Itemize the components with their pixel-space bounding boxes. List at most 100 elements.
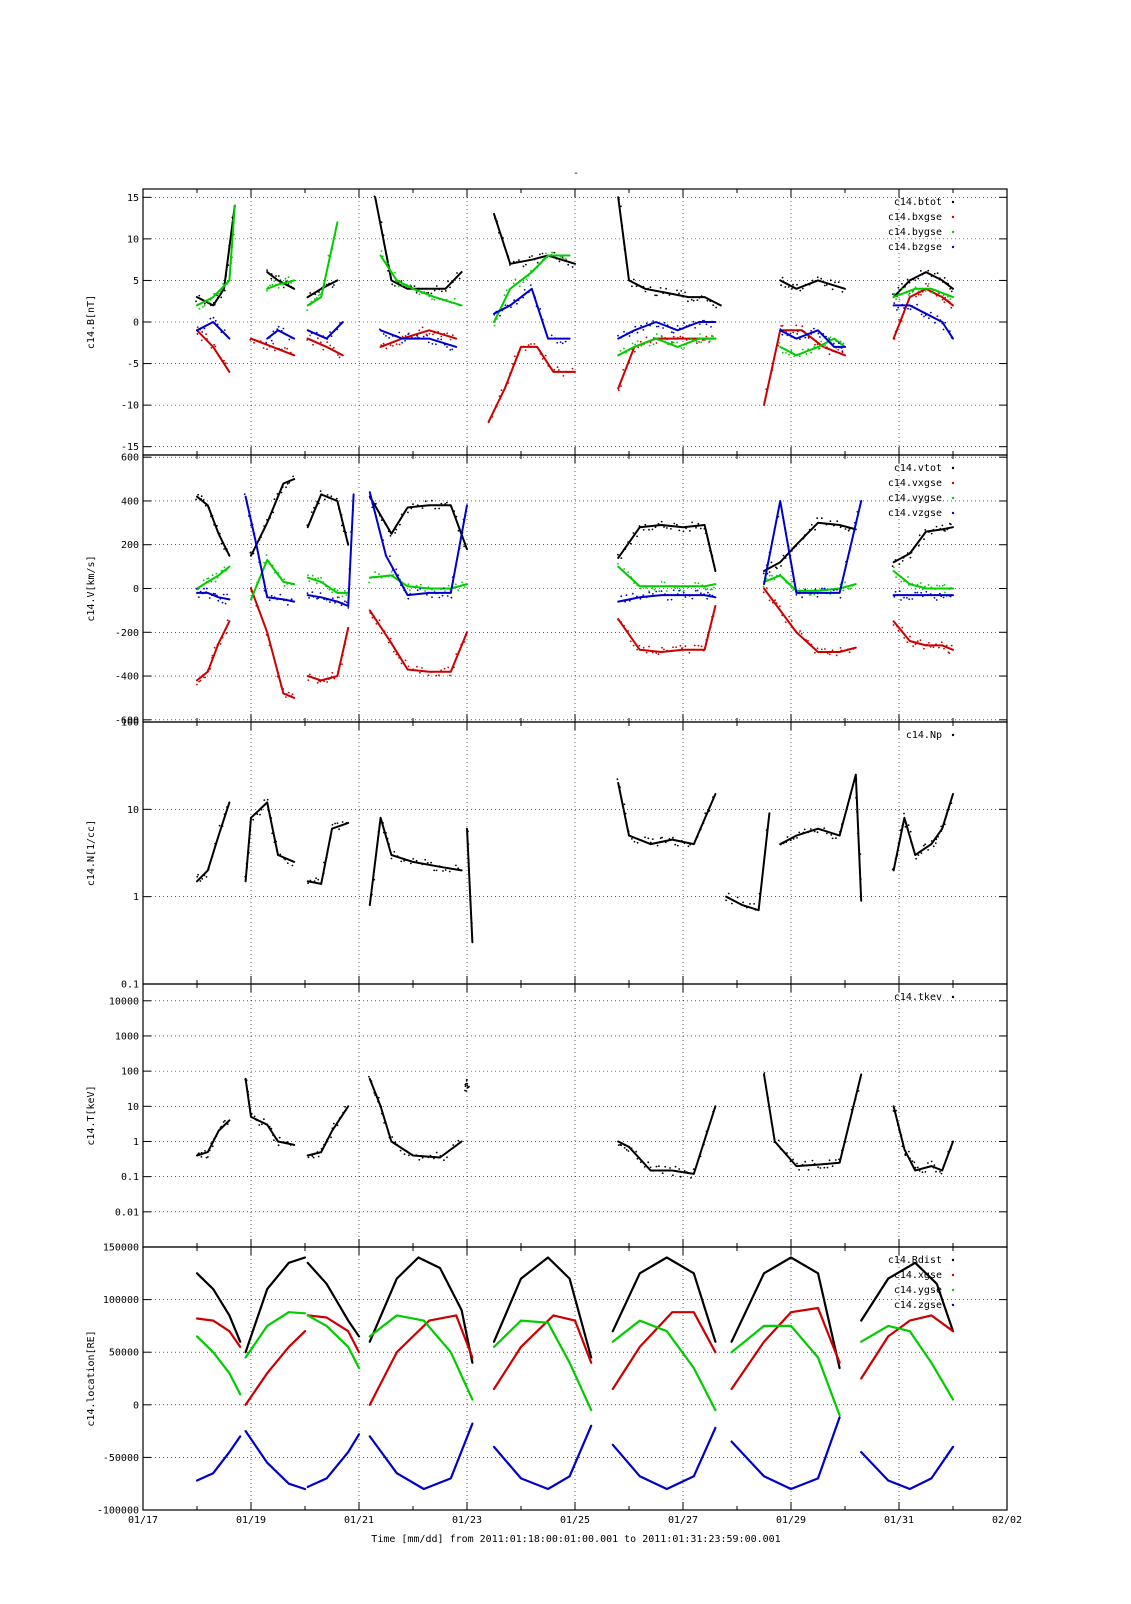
- data-point: [914, 591, 917, 594]
- data-point: [813, 327, 815, 330]
- data-point: [693, 842, 696, 844]
- data-point: [376, 843, 379, 845]
- data-point: [913, 1161, 916, 1164]
- data-point: [215, 572, 218, 575]
- data-point: [912, 278, 915, 281]
- data-point: [431, 596, 433, 599]
- data-point: [778, 605, 781, 608]
- data-point: [285, 598, 288, 601]
- data-point: [917, 293, 920, 296]
- data-point: [312, 676, 314, 679]
- data-point: [617, 334, 619, 337]
- data-point: [408, 1154, 410, 1157]
- data-point: [379, 514, 381, 517]
- data-point: [341, 821, 344, 823]
- data-point: [227, 264, 230, 266]
- data-point: [446, 346, 448, 348]
- data-point: [202, 579, 205, 582]
- data-point: [643, 1166, 646, 1168]
- data-point: [331, 348, 334, 350]
- series-line: [617, 524, 717, 572]
- data-point: [621, 225, 624, 227]
- data-point: [780, 325, 782, 327]
- data-point: [844, 813, 847, 816]
- y-tick-label: 200: [121, 540, 139, 551]
- data-point: [248, 830, 251, 833]
- data-point: [712, 335, 714, 338]
- data-point: [544, 354, 547, 357]
- series-line: [379, 329, 458, 348]
- series-line: [860, 1261, 955, 1333]
- data-point: [917, 277, 920, 280]
- data-point: [939, 527, 942, 530]
- data-point: [248, 851, 250, 854]
- data-point: [257, 556, 260, 559]
- data-point: [905, 290, 908, 293]
- data-point: [771, 601, 774, 604]
- data-point: [217, 834, 220, 837]
- data-point: [814, 528, 816, 531]
- data-point: [428, 295, 431, 298]
- data-point: [736, 896, 739, 899]
- data-point: [821, 587, 823, 590]
- data-point: [825, 523, 828, 526]
- data-point: [451, 302, 453, 304]
- data-point: [260, 1123, 263, 1126]
- data-point: [682, 591, 685, 594]
- data-point: [216, 837, 219, 840]
- data-point: [660, 590, 663, 592]
- data-point: [623, 248, 626, 251]
- data-point: [685, 1171, 688, 1173]
- data-point: [284, 333, 287, 336]
- data-point: [436, 297, 439, 300]
- data-point: [647, 1161, 650, 1164]
- data-point: [446, 1156, 448, 1159]
- data-point: [224, 333, 227, 336]
- data-point: [270, 277, 273, 280]
- data-point: [263, 561, 265, 564]
- data-point: [798, 1169, 800, 1171]
- data-point: [437, 338, 439, 340]
- series-line: [306, 1261, 361, 1338]
- data-point: [512, 260, 515, 263]
- data-point: [529, 284, 532, 286]
- data-point: [704, 588, 707, 591]
- data-point: [950, 644, 953, 647]
- data-point: [307, 1156, 310, 1159]
- data-point: [418, 1158, 421, 1161]
- data-point: [398, 657, 400, 659]
- data-point: [218, 532, 221, 535]
- data-point: [934, 842, 937, 844]
- data-point: [924, 529, 927, 531]
- data-point: [270, 594, 273, 597]
- data-point: [911, 1160, 914, 1163]
- data-point: [705, 337, 708, 340]
- data-point: [452, 587, 455, 590]
- data-point: [287, 282, 290, 285]
- data-point: [384, 554, 387, 557]
- data-point: [895, 576, 897, 578]
- data-point: [788, 353, 790, 356]
- data-point: [659, 287, 662, 289]
- data-point: [542, 258, 544, 261]
- data-point: [318, 291, 320, 293]
- data-point: [370, 1080, 373, 1082]
- data-point: [903, 812, 905, 815]
- data-point: [421, 326, 424, 329]
- data-point: [765, 564, 768, 567]
- data-point: [943, 277, 946, 279]
- data-point: [252, 552, 255, 555]
- data-point: [894, 590, 897, 593]
- data-point: [918, 534, 921, 537]
- y-axis-title: c14.T[keV]: [86, 1085, 97, 1145]
- data-point: [707, 1128, 710, 1131]
- data-point: [310, 300, 313, 303]
- legend-marker: [951, 511, 955, 515]
- data-point: [835, 837, 837, 840]
- data-point: [808, 528, 811, 531]
- data-point: [621, 569, 623, 572]
- legend-label: c14.vzgse: [888, 508, 942, 519]
- data-point: [262, 576, 264, 579]
- data-point: [848, 549, 851, 552]
